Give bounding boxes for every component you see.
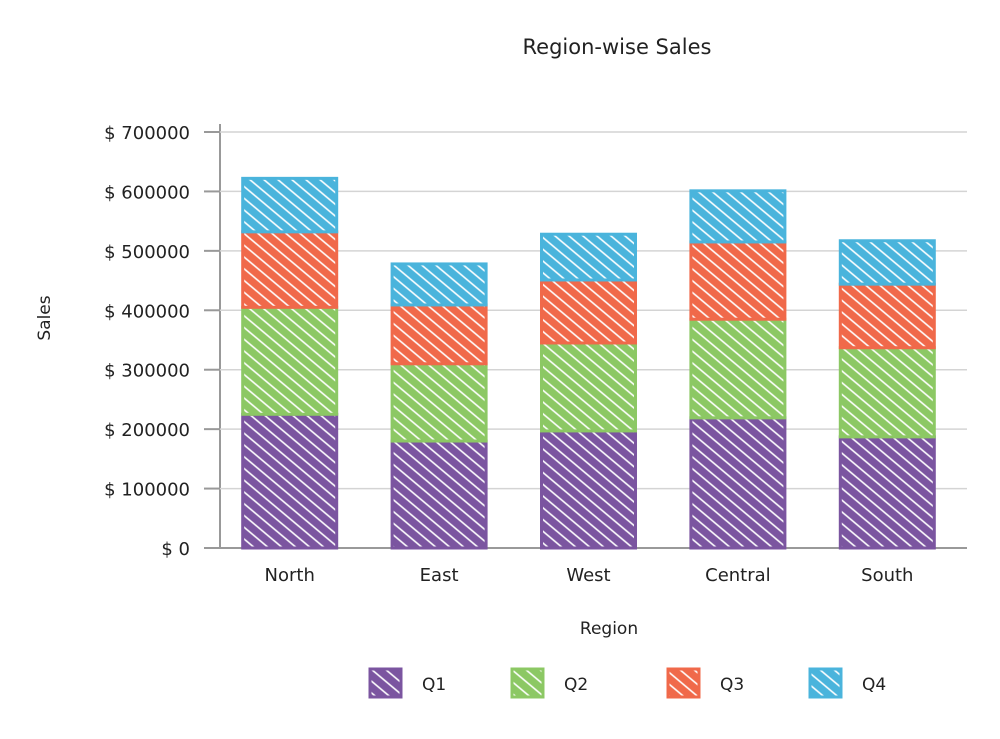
bar-south-q4 xyxy=(838,239,936,286)
bar-east-q3 xyxy=(390,303,488,366)
x-tick-label: North xyxy=(265,565,315,586)
bar-south-q3 xyxy=(838,282,936,350)
bar-south-q1 xyxy=(838,435,936,550)
legend-swatch-q3 xyxy=(666,667,701,699)
bar-central-q3 xyxy=(689,240,787,321)
x-tick-label: South xyxy=(861,565,913,586)
legend-label: Q1 xyxy=(422,675,446,695)
x-tick-label: Central xyxy=(705,565,771,586)
legend-swatch-q2 xyxy=(510,667,545,699)
y-tick-label: $ 700000 xyxy=(104,123,190,144)
bar-central-q1 xyxy=(689,416,787,550)
bar-west-q1 xyxy=(540,429,637,550)
x-axis-label: Region xyxy=(580,619,638,639)
bar-west-q3 xyxy=(540,278,637,345)
y-tick-label: $ 500000 xyxy=(104,242,190,263)
x-tick-label: East xyxy=(420,565,459,586)
legend-label: Q4 xyxy=(862,675,886,695)
y-axis-label: Sales xyxy=(35,295,55,340)
legend-label: Q2 xyxy=(564,675,588,695)
bar-south-q2 xyxy=(838,346,936,439)
y-tick-label: $ 0 xyxy=(161,539,190,560)
bar-west-q2 xyxy=(540,341,637,433)
bar-east-q1 xyxy=(390,439,488,550)
y-tick-label: $ 200000 xyxy=(104,420,190,441)
bar-west-q4 xyxy=(540,232,637,282)
bar-central-q4 xyxy=(689,189,787,244)
bar-east-q2 xyxy=(390,362,488,443)
bar-north-q1 xyxy=(241,412,339,550)
y-tick-label: $ 600000 xyxy=(104,182,190,203)
bar-north-q4 xyxy=(241,176,339,234)
bar-north-q3 xyxy=(241,230,339,309)
y-tick-label: $ 400000 xyxy=(104,301,190,322)
bar-north-q2 xyxy=(241,305,339,416)
y-tick-label: $ 100000 xyxy=(104,480,190,501)
bar-central-q2 xyxy=(689,317,787,420)
legend-label: Q3 xyxy=(720,675,744,695)
legend-swatch-q1 xyxy=(368,667,403,699)
legend: Q1 Q2 Q3 Q4 xyxy=(368,667,886,699)
legend-swatch-q4 xyxy=(808,667,843,699)
x-tick-label: West xyxy=(566,565,610,586)
y-tick-label: $ 300000 xyxy=(104,361,190,382)
bar-east-q4 xyxy=(390,262,488,307)
chart-title: Region-wise Sales xyxy=(523,35,712,59)
